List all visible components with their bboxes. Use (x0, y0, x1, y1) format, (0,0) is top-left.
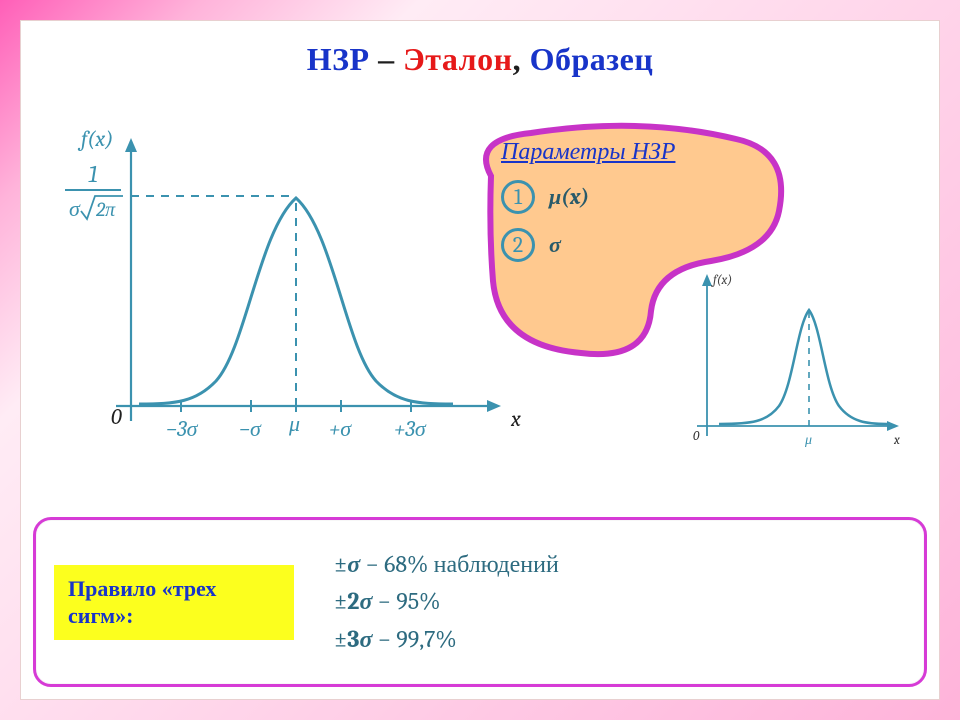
small-x: x (893, 433, 900, 448)
param-row-2: 2 σ (501, 228, 675, 262)
rule-math: ±σ − 68% наблюдений ±2σ − 95% ±3σ − 99,7… (294, 546, 906, 658)
param-num-1: 1 (501, 180, 535, 214)
zero-label: 0 (111, 404, 122, 430)
tick-1: −σ (239, 416, 262, 442)
title-etalon: Эталон (403, 41, 512, 77)
param-num-2: 2 (501, 228, 535, 262)
svg-text:σ: σ (69, 196, 81, 222)
title-nzp: НЗР (307, 41, 370, 77)
rule-row-3: ±3σ − 99,7% (334, 621, 906, 658)
title-comma: , (513, 41, 530, 77)
tick-0: −3σ (166, 416, 199, 442)
peak-frac-top: 1 (88, 160, 97, 188)
rule-label-line2: сигм»: (68, 603, 133, 628)
param-row-1: 1 μ(x) (501, 180, 675, 214)
params-title: Параметры НЗР (501, 139, 675, 166)
page-title: НЗР – Эталон, Образец (21, 41, 939, 78)
svg-text:2π: 2π (95, 198, 116, 221)
x-label: x (510, 406, 521, 432)
rule-row-2: ±2σ − 95% (334, 583, 906, 620)
rule-row-1: ±σ − 68% наблюдений (334, 546, 906, 583)
title-dash: – (370, 41, 404, 77)
small-fx-label: f(x) (711, 273, 732, 288)
normal-curve-chart-small: f(x) 0 μ x (679, 266, 909, 456)
param-sym-1: μ(x) (549, 184, 589, 210)
rule-label-line1: Правило «трех (68, 576, 216, 601)
rule-label: Правило «трех сигм»: (54, 565, 294, 640)
param-sym-2: σ (549, 232, 561, 258)
tick-2: +σ (329, 416, 352, 442)
small-mu: μ (804, 431, 812, 448)
small-zero: 0 (693, 429, 700, 444)
title-obrazec: Образец (530, 41, 654, 77)
mu-label: μ (288, 411, 300, 437)
three-sigma-rule-box: Правило «трех сигм»: ±σ − 68% наблюдений… (33, 517, 927, 687)
fx-label: f(x) (77, 126, 113, 152)
tick-3: +3σ (394, 416, 427, 442)
